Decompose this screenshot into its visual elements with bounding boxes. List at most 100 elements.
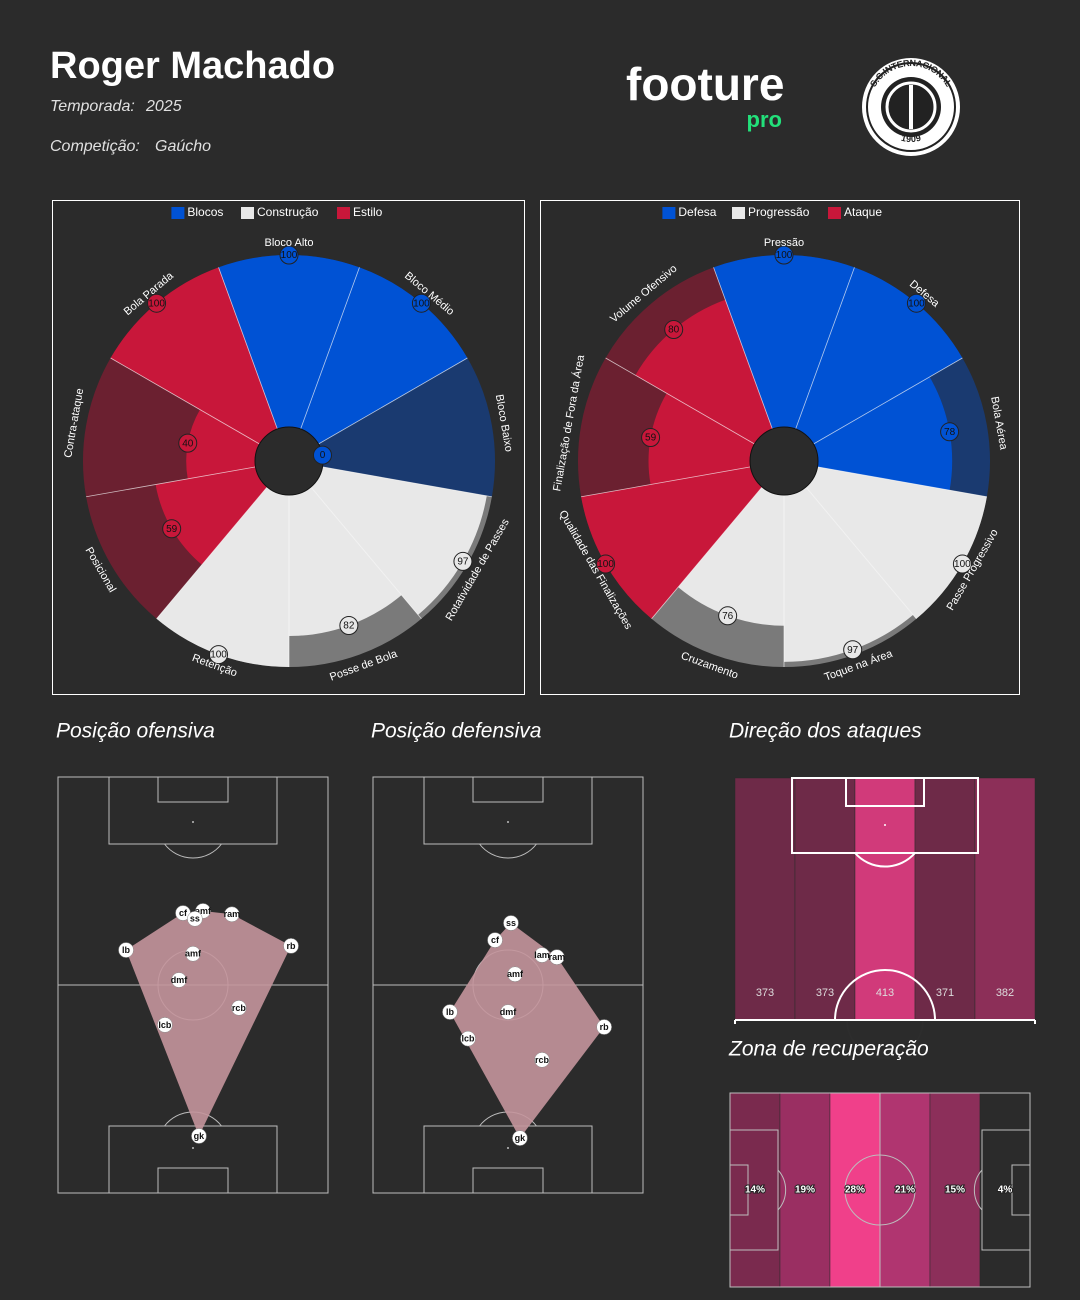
player-marker — [157, 1017, 173, 1033]
value-badge — [940, 422, 960, 442]
player-marker — [118, 942, 134, 958]
player-label: dmf — [500, 1007, 518, 1017]
value-label: 82 — [343, 621, 355, 632]
zone — [829, 1092, 881, 1288]
player-label: lam — [534, 950, 550, 960]
value-badge — [279, 245, 299, 265]
value-label: 100 — [413, 298, 430, 309]
segment-bar — [155, 466, 268, 565]
segment-bar — [289, 487, 402, 637]
player-label: cf — [179, 908, 188, 918]
player-marker — [460, 1030, 476, 1047]
separator — [156, 486, 268, 620]
value-badge — [718, 606, 738, 626]
player-marker — [503, 915, 519, 931]
separator — [795, 267, 855, 430]
badge-text: 1909 — [900, 133, 922, 144]
zone — [914, 777, 976, 1021]
segment-bar — [310, 466, 487, 615]
separator — [813, 357, 963, 445]
season: 2025 — [145, 98, 182, 115]
pitch-line — [729, 1164, 749, 1216]
player-marker — [596, 1019, 612, 1035]
value-badge — [147, 293, 167, 313]
player-label: rcb — [232, 1003, 247, 1013]
pitch-line — [1011, 1164, 1031, 1216]
zone-label: 373 — [756, 987, 774, 999]
zone-label: 382 — [996, 987, 1014, 999]
pitch-line — [854, 852, 916, 868]
zone — [729, 1092, 781, 1288]
legend-swatch — [828, 207, 841, 219]
pitch-line — [164, 843, 222, 859]
value-label: 0 — [320, 450, 326, 461]
category-label: Pressão — [764, 237, 804, 249]
segment-bar — [678, 487, 784, 626]
coach-name: Roger Machado — [50, 45, 335, 87]
section-title: Posição ofensiva — [56, 720, 215, 743]
separator — [322, 466, 492, 498]
center-hole — [749, 426, 819, 496]
pitch-spot — [884, 824, 886, 826]
section-title: Direção dos ataques — [729, 720, 922, 743]
zone — [779, 1092, 831, 1288]
player-label: amf — [507, 969, 524, 979]
value-label: 59 — [645, 433, 657, 444]
season-label: Temporada: — [50, 98, 135, 115]
zone-label: 28% — [845, 1185, 865, 1196]
zone-label: 19% — [795, 1185, 815, 1196]
separator — [651, 486, 763, 620]
center-hole — [254, 426, 324, 496]
value-badge — [209, 645, 229, 665]
player-label: gk — [194, 1131, 205, 1141]
formation-area — [449, 923, 605, 1139]
zone — [734, 777, 796, 1021]
value-label: 100 — [954, 559, 971, 570]
pitch-line — [479, 843, 537, 859]
value-label: 100 — [597, 559, 614, 570]
player-marker — [534, 1052, 550, 1068]
player-label: dmf — [171, 975, 189, 985]
player-marker — [487, 932, 503, 948]
zone-label: 15% — [945, 1185, 965, 1196]
player-marker — [231, 1000, 247, 1016]
player-label: cf — [491, 935, 500, 945]
segment-bar — [186, 409, 260, 479]
value-badge — [843, 640, 863, 660]
player-marker — [187, 911, 203, 927]
value-label: 100 — [148, 298, 165, 309]
segment-background — [318, 358, 495, 497]
player-marker — [442, 1004, 458, 1020]
formation-area — [126, 910, 292, 1137]
value-badge — [664, 320, 684, 340]
segment-bar — [805, 466, 987, 619]
pitch-line — [973, 1169, 983, 1211]
segment-bar — [648, 393, 755, 485]
value-badge — [952, 554, 972, 574]
value-badge — [411, 293, 431, 313]
zone-label: 373 — [816, 987, 834, 999]
player-label: lb — [446, 1007, 455, 1017]
value-label: 100 — [908, 298, 925, 309]
separator — [86, 466, 256, 498]
player-marker — [185, 946, 201, 962]
player-marker — [171, 972, 187, 988]
competition-label: Competição: — [50, 138, 140, 155]
player-label: rb — [287, 941, 297, 951]
segment-bar — [784, 487, 914, 662]
value-label: 100 — [281, 250, 298, 261]
player-label: gk — [515, 1133, 526, 1143]
separator — [318, 357, 468, 445]
zone-label: 14% — [745, 1185, 765, 1196]
player-marker — [512, 1130, 528, 1146]
player-label: ss — [190, 914, 200, 924]
legend-label: Construção — [257, 205, 319, 219]
player-marker — [283, 938, 299, 954]
separator — [581, 466, 751, 498]
value-badge — [906, 293, 926, 313]
pitch-line — [834, 969, 936, 1021]
legend-label: Estilo — [353, 205, 383, 219]
value-label: 100 — [776, 250, 793, 261]
pitch-spot — [507, 1147, 509, 1149]
segment-bar — [813, 376, 953, 491]
